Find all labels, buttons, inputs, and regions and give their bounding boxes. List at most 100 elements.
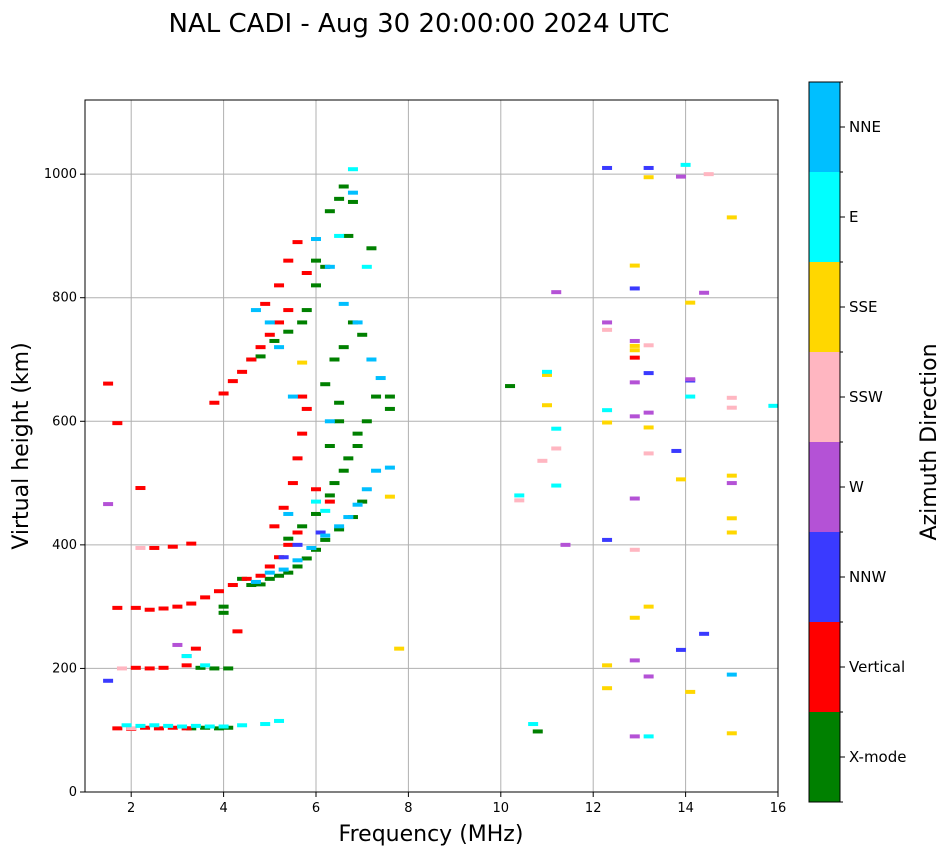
data-point — [338, 301, 349, 306]
data-point — [311, 258, 321, 263]
data-point — [274, 345, 285, 350]
data-point — [283, 258, 294, 263]
data-point — [213, 589, 224, 594]
data-point — [726, 731, 737, 736]
data-point — [343, 515, 354, 520]
data-point — [602, 327, 613, 332]
colorbar-segment — [809, 712, 840, 802]
data-point — [357, 332, 368, 337]
y-tick-label: 1000 — [44, 167, 77, 182]
data-point — [241, 576, 252, 581]
x-axis-label: Frequency (MHz) — [339, 822, 524, 847]
data-point — [671, 448, 682, 453]
data-point — [361, 487, 372, 492]
data-point — [629, 343, 640, 348]
data-point — [675, 647, 686, 652]
data-point — [334, 233, 345, 238]
data-point — [366, 246, 377, 251]
data-point — [338, 345, 349, 350]
data-point — [218, 391, 229, 396]
data-point — [352, 502, 363, 507]
data-point — [301, 308, 312, 313]
data-point — [629, 263, 640, 268]
data-point — [264, 320, 275, 325]
data-point — [292, 558, 303, 563]
data-point — [542, 369, 552, 374]
data-point — [675, 477, 686, 482]
data-point — [135, 486, 146, 491]
data-point — [371, 394, 382, 399]
data-point — [209, 666, 220, 671]
series-w — [103, 174, 737, 739]
data-point — [103, 678, 114, 683]
data-point — [204, 724, 215, 729]
data-point — [629, 286, 640, 291]
data-point — [629, 338, 640, 343]
data-point — [153, 726, 164, 731]
data-point — [255, 354, 266, 359]
data-point — [218, 610, 229, 615]
series-sse — [297, 175, 737, 736]
data-point — [643, 451, 654, 456]
data-point — [726, 530, 737, 535]
data-point — [629, 547, 640, 552]
x-tick-label: 12 — [585, 801, 602, 816]
colorbar-segment — [809, 622, 840, 712]
data-point — [255, 573, 266, 578]
data-point — [768, 403, 779, 408]
data-point — [602, 420, 613, 425]
data-point — [278, 567, 289, 572]
data-point — [334, 527, 345, 532]
data-point — [371, 468, 382, 473]
y-tick-label: 600 — [52, 414, 77, 429]
data-point — [292, 456, 303, 461]
colorbar-segment — [809, 172, 840, 262]
data-point — [334, 400, 345, 405]
data-point — [218, 724, 229, 729]
x-tick-label: 10 — [493, 801, 510, 816]
data-point — [246, 357, 257, 362]
data-point — [246, 583, 257, 588]
data-point — [699, 290, 710, 295]
data-point — [292, 530, 303, 535]
data-point — [320, 537, 331, 542]
data-point — [112, 605, 123, 610]
data-point — [135, 545, 146, 550]
data-point — [528, 722, 539, 727]
x-tick-label: 4 — [219, 801, 227, 816]
data-point — [685, 689, 696, 694]
data-point — [297, 320, 308, 325]
data-point — [269, 338, 280, 343]
data-point — [551, 290, 562, 295]
data-point — [643, 410, 654, 415]
data-point — [629, 496, 640, 501]
data-point — [158, 665, 169, 670]
data-point — [560, 542, 571, 547]
data-point — [283, 511, 294, 516]
colorbar-frame — [808, 81, 841, 803]
y-ticks: 0 200 400 600 800 1000 — [44, 167, 85, 800]
data-point — [301, 406, 312, 411]
data-point — [218, 604, 229, 609]
data-point — [361, 419, 372, 424]
data-point — [149, 723, 160, 728]
data-point — [643, 343, 654, 348]
data-point — [283, 536, 294, 541]
data-point — [297, 360, 308, 365]
data-point — [551, 446, 562, 451]
data-point — [685, 300, 696, 305]
colorbar-tick-label: Vertical — [849, 658, 905, 676]
data-point — [629, 348, 640, 353]
colorbar-segment — [809, 352, 840, 442]
data-point — [320, 508, 331, 513]
data-point — [287, 481, 298, 486]
data-point — [602, 408, 613, 413]
data-point — [629, 380, 640, 385]
data-point — [186, 601, 197, 606]
data-point — [283, 329, 294, 334]
data-point — [602, 165, 613, 170]
data-point — [274, 283, 285, 288]
data-point — [643, 674, 654, 679]
data-point — [602, 686, 613, 691]
data-point — [250, 579, 261, 584]
